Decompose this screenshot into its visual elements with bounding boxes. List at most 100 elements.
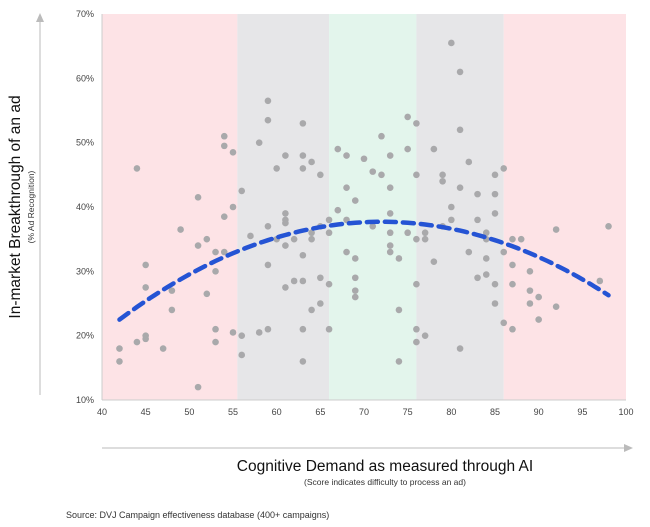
data-point (351, 287, 359, 294)
trend-line (117, 219, 611, 322)
data-point (220, 142, 228, 150)
data-point (229, 329, 237, 336)
data-point (116, 358, 123, 365)
data-point (308, 235, 315, 243)
band-layer (102, 14, 626, 400)
data-point (500, 165, 508, 172)
x-tick-label: 70 (359, 407, 369, 417)
data-point (264, 261, 272, 269)
data-point (482, 271, 490, 278)
data-point (194, 194, 202, 201)
data-point (334, 145, 342, 153)
y-tick-label: 40% (76, 202, 94, 212)
data-point (386, 242, 394, 249)
data-point (212, 338, 219, 346)
data-point (299, 152, 307, 159)
data-point (509, 325, 516, 333)
data-point (474, 216, 481, 224)
data-point (404, 229, 411, 237)
data-point (299, 358, 307, 365)
band-3 (416, 14, 504, 400)
data-point (343, 248, 350, 256)
data-point (474, 274, 481, 282)
data-point (282, 284, 289, 291)
data-point (456, 126, 464, 134)
data-point (421, 332, 429, 339)
data-point (526, 287, 534, 294)
data-point (369, 168, 377, 175)
data-point (448, 216, 455, 224)
data-point (535, 316, 542, 323)
data-point (229, 149, 237, 156)
data-point (421, 235, 429, 243)
band-4 (503, 14, 626, 400)
x-axis-subtitle: (Score indicates difficulty to process a… (304, 477, 466, 487)
data-point (386, 184, 394, 191)
data-point (255, 139, 263, 146)
data-point (552, 303, 560, 311)
source-note: Source: DVJ Campaign effectiveness datab… (66, 510, 329, 520)
x-arrow-head-icon (624, 444, 633, 452)
data-point (194, 383, 202, 391)
y-tick-label: 30% (76, 266, 94, 276)
data-point (142, 335, 149, 343)
x-tick-label: 75 (403, 407, 413, 417)
data-point (264, 116, 272, 124)
data-point (491, 280, 499, 288)
data-point (386, 229, 394, 237)
data-point (509, 261, 516, 269)
data-point (491, 300, 499, 307)
data-point (360, 155, 368, 163)
data-point (526, 268, 534, 275)
data-point (456, 68, 464, 76)
data-point (168, 306, 176, 314)
y-axis-subtitle: (% Ad Recognition) (26, 170, 36, 243)
data-point (203, 290, 211, 298)
data-point (395, 358, 403, 365)
data-point (351, 293, 359, 301)
data-point (596, 277, 604, 285)
data-point (282, 219, 289, 227)
x-tick-label: 40 (97, 407, 107, 417)
data-point (456, 345, 464, 352)
data-point (282, 242, 289, 249)
y-tick-label: 50% (76, 138, 94, 148)
data-point (238, 332, 246, 339)
data-point (264, 97, 272, 105)
band-1 (237, 14, 330, 400)
data-point (343, 184, 350, 191)
data-point (351, 255, 359, 262)
data-point (238, 351, 246, 359)
data-point (413, 171, 420, 179)
x-tick-labels: 40 45 50 55 60 65 70 75 80 85 90 95 100 (97, 407, 634, 417)
data-point (308, 158, 315, 166)
x-tick-label: 65 (315, 407, 325, 417)
data-point (482, 255, 490, 262)
data-point (229, 203, 237, 211)
data-point (194, 242, 202, 249)
data-point (142, 261, 149, 269)
data-point (526, 300, 534, 307)
y-tick-labels: 10% 20% 30% 40% 50% 60% 70% (76, 9, 94, 405)
data-point (325, 325, 333, 333)
data-point (247, 232, 254, 240)
data-point (413, 325, 420, 333)
data-point (430, 145, 438, 153)
data-point (413, 120, 420, 127)
data-point (212, 248, 219, 256)
data-point (212, 268, 219, 275)
y-tick-label: 60% (76, 73, 94, 83)
data-point (264, 223, 272, 230)
data-point (465, 248, 473, 256)
data-point (500, 248, 508, 256)
x-tick-label: 80 (446, 407, 456, 417)
data-point (290, 235, 298, 243)
data-point (413, 338, 420, 346)
data-point (212, 325, 219, 333)
data-point (378, 132, 385, 140)
data-point (448, 39, 455, 47)
data-point (142, 284, 149, 291)
data-point (395, 306, 403, 314)
data-point (159, 345, 167, 352)
band-2 (329, 14, 417, 400)
